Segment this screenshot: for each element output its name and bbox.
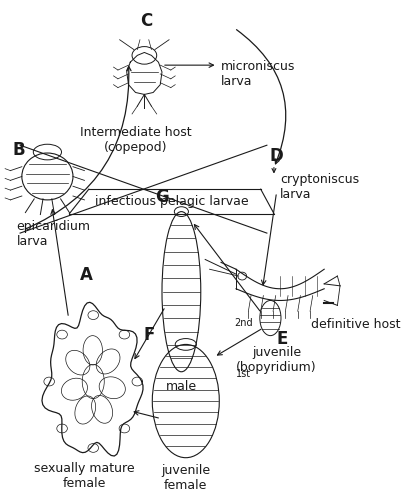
Text: F: F [143, 327, 155, 344]
Text: microniscus
larva: microniscus larva [221, 60, 295, 88]
Text: D: D [269, 147, 283, 165]
Text: cryptoniscus
larva: cryptoniscus larva [280, 172, 359, 201]
Text: sexually mature
female: sexually mature female [34, 462, 135, 490]
Text: C: C [140, 12, 152, 30]
Text: 1st: 1st [236, 369, 251, 379]
Text: A: A [80, 266, 93, 284]
Text: E: E [277, 330, 288, 348]
Text: male: male [166, 380, 197, 393]
Text: Intermediate host
(copepod): Intermediate host (copepod) [80, 126, 191, 154]
Text: 2nd: 2nd [234, 318, 252, 328]
Text: B: B [13, 141, 26, 159]
Text: juvenile
female: juvenile female [161, 464, 210, 492]
Text: juvenile
(bopyridium): juvenile (bopyridium) [236, 346, 317, 374]
Text: definitive host: definitive host [311, 318, 400, 331]
Text: epicaridium
larva: epicaridium larva [17, 220, 91, 248]
Text: infectious pelagic larvae: infectious pelagic larvae [95, 195, 249, 208]
Text: G: G [155, 188, 169, 206]
